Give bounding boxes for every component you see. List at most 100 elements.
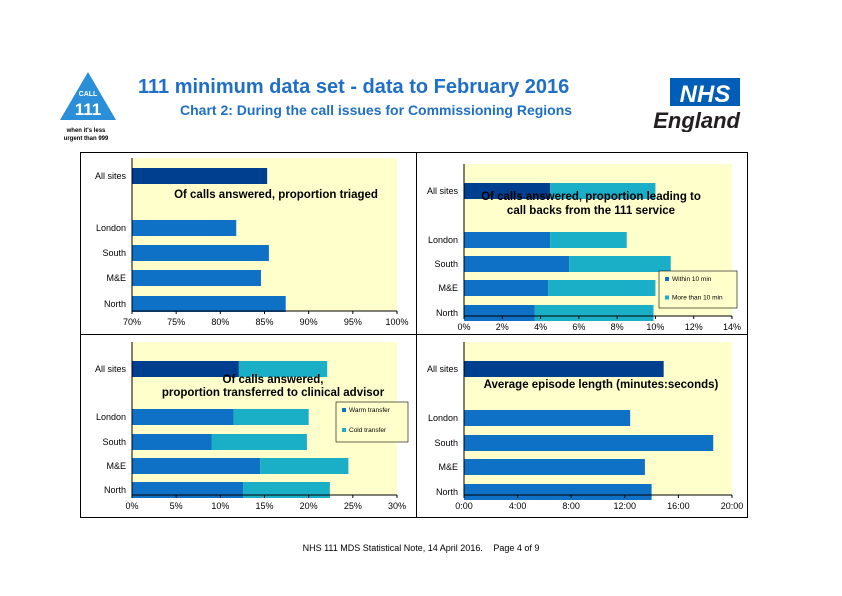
legend-label: Warm transfer bbox=[349, 407, 391, 414]
chart-clinical-transfer: All sites London South M&E North 0% 5% 10% 15% 20… bbox=[95, 342, 409, 511]
bar-all-sites-series-2 bbox=[238, 361, 328, 377]
category-label: North bbox=[436, 308, 458, 318]
x-tick-label: 0:00 bbox=[455, 501, 473, 511]
category-label: North bbox=[104, 299, 126, 309]
charts-divider-vertical bbox=[416, 152, 417, 518]
bar-m-e-series-1 bbox=[464, 280, 549, 296]
x-tick-label: 90% bbox=[300, 317, 318, 327]
bar-north-series-1 bbox=[464, 305, 535, 321]
bar-london bbox=[464, 410, 631, 426]
x-tick-label: 16:00 bbox=[667, 501, 690, 511]
bar-all-sites bbox=[132, 168, 268, 184]
charts-frame bbox=[80, 152, 748, 518]
chart-title-line-1: Of calls answered, proportion leading to bbox=[481, 191, 701, 203]
x-tick-label: 75% bbox=[167, 317, 185, 327]
chart-title: Average episode length (minutes:seconds) bbox=[484, 379, 719, 391]
category-label: London bbox=[96, 223, 126, 233]
bar-m-e-series-2 bbox=[548, 280, 656, 296]
chart-title-line-2: call backs from the 111 service bbox=[507, 205, 675, 217]
x-tick-label: 30% bbox=[388, 501, 406, 511]
x-tick-label: 20:00 bbox=[721, 501, 744, 511]
x-tick-label: 80% bbox=[211, 317, 229, 327]
bar-london bbox=[132, 220, 237, 236]
x-tick-label: 14% bbox=[723, 322, 741, 332]
category-label: M&E bbox=[106, 273, 126, 283]
x-tick-label: 15% bbox=[255, 501, 273, 511]
x-tick-label: 12% bbox=[685, 322, 703, 332]
x-tick-label: 6% bbox=[572, 322, 585, 332]
bar-all-sites bbox=[464, 361, 664, 377]
x-tick-label: 8% bbox=[611, 322, 624, 332]
category-label: All sites bbox=[95, 364, 127, 374]
category-label: M&E bbox=[106, 461, 126, 471]
bar-south-series-1 bbox=[132, 434, 212, 450]
chart-episode-length: All sites London South M&E North 0:00 4:00 8:00… bbox=[427, 342, 744, 511]
bar-london-series-2 bbox=[233, 409, 309, 425]
footer-note: NHS 111 MDS Statistical Note, 14 April 2… bbox=[302, 543, 483, 553]
x-tick-label: 20% bbox=[300, 501, 318, 511]
x-tick-label: 25% bbox=[344, 501, 362, 511]
bar-london-series-1 bbox=[464, 232, 551, 248]
category-label: South bbox=[102, 437, 126, 447]
category-label: South bbox=[434, 438, 458, 448]
page-title: 111 minimum data set - data to February … bbox=[138, 76, 570, 98]
x-tick-label: 70% bbox=[123, 317, 141, 327]
bar-all-sites-series-1 bbox=[464, 183, 551, 199]
x-tick-label: 100% bbox=[385, 317, 408, 327]
legend-label: Within 10 min bbox=[672, 276, 712, 283]
legend-label: Cold transfer bbox=[349, 427, 387, 434]
x-tick-label: 0% bbox=[457, 322, 470, 332]
bar-m-e-series-1 bbox=[132, 458, 261, 474]
category-label: M&E bbox=[438, 462, 458, 472]
bar-north-series-2 bbox=[534, 305, 654, 321]
category-label: North bbox=[436, 487, 458, 497]
chart-title-line-1: Of calls answered, bbox=[223, 374, 324, 386]
england-logo-text: England bbox=[653, 108, 740, 132]
chart-title: Of calls answered, proportion triaged bbox=[174, 189, 378, 201]
chart-call-backs: All sites London South M&E North 0% 2% 4% 6% 8% 10… bbox=[427, 164, 741, 332]
bar-south-series-1 bbox=[464, 256, 570, 272]
legend-swatch bbox=[665, 295, 669, 300]
bar-south-series-2 bbox=[569, 256, 671, 272]
category-label: All sites bbox=[427, 186, 459, 196]
category-label: All sites bbox=[427, 364, 459, 374]
bar-south-series-2 bbox=[211, 434, 307, 450]
bar-north bbox=[132, 296, 286, 312]
bar-south bbox=[132, 245, 269, 261]
x-tick-label: 10% bbox=[211, 501, 229, 511]
footer: NHS 111 MDS Statistical Note, 14 April 2… bbox=[0, 543, 842, 553]
bar-m-e bbox=[132, 270, 261, 286]
legend-box bbox=[335, 401, 409, 443]
nhs-england-logo: NHS England bbox=[653, 78, 741, 132]
category-label: South bbox=[434, 259, 458, 269]
logo-tagline-1: when it's less bbox=[66, 128, 106, 134]
x-tick-label: 4% bbox=[534, 322, 547, 332]
bar-north bbox=[464, 484, 652, 500]
nhs-logo-text: NHS bbox=[680, 81, 731, 108]
legend-label: More than 10 min bbox=[672, 295, 723, 302]
chart-proportion-triaged: All sites London South M&E North 70% 75% 80% 85%… bbox=[95, 158, 409, 327]
page-subtitle: Chart 2: During the call issues for Comm… bbox=[180, 102, 573, 118]
logo-tagline-2: urgent than 999 bbox=[64, 136, 109, 142]
category-label: London bbox=[428, 413, 458, 423]
bar-south bbox=[464, 435, 714, 451]
category-label: London bbox=[96, 412, 126, 422]
x-tick-label: 5% bbox=[170, 501, 183, 511]
x-tick-label: 2% bbox=[496, 322, 509, 332]
bar-north-series-1 bbox=[132, 482, 244, 498]
category-label: M&E bbox=[438, 283, 458, 293]
legend-swatch bbox=[342, 408, 346, 412]
bar-all-sites-series-2 bbox=[550, 183, 656, 199]
legend-swatch bbox=[665, 277, 669, 281]
bar-m-e-series-2 bbox=[260, 458, 349, 474]
legend-box bbox=[658, 270, 738, 309]
x-tick-label: 8:00 bbox=[562, 501, 580, 511]
x-tick-label: 95% bbox=[344, 317, 362, 327]
bar-north-series-2 bbox=[243, 482, 330, 498]
x-tick-label: 12:00 bbox=[614, 501, 637, 511]
footer-page-number: Page 4 of 9 bbox=[493, 543, 540, 553]
category-label: North bbox=[104, 485, 126, 495]
bar-all-sites-series-1 bbox=[132, 361, 239, 377]
logo-call-text: CALL bbox=[79, 91, 98, 98]
bar-m-e bbox=[464, 459, 645, 475]
